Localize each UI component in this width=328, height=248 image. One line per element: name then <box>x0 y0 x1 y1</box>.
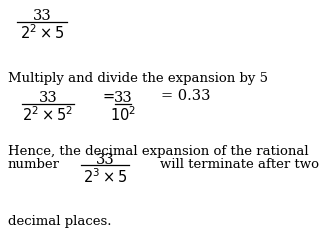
Text: Hence, the decimal expansion of the rational: Hence, the decimal expansion of the rati… <box>8 145 309 158</box>
Text: $2^2 \times 5^2$: $2^2 \times 5^2$ <box>22 105 73 124</box>
Text: $10^2$: $10^2$ <box>110 105 136 124</box>
Text: 33: 33 <box>39 91 57 105</box>
Text: 33: 33 <box>96 153 114 166</box>
Text: $2^2 \times 5$: $2^2 \times 5$ <box>20 24 64 42</box>
Text: number: number <box>8 158 60 172</box>
Text: $2^3 \times 5$: $2^3 \times 5$ <box>83 167 127 186</box>
Text: = 0.33: = 0.33 <box>161 89 211 102</box>
Text: 33: 33 <box>32 9 51 23</box>
Text: Multiply and divide the expansion by 5: Multiply and divide the expansion by 5 <box>8 72 268 85</box>
Text: will terminate after two: will terminate after two <box>160 158 319 172</box>
Text: decimal places.: decimal places. <box>8 215 112 228</box>
Text: $=$: $=$ <box>100 89 115 102</box>
Text: 33: 33 <box>113 91 133 105</box>
